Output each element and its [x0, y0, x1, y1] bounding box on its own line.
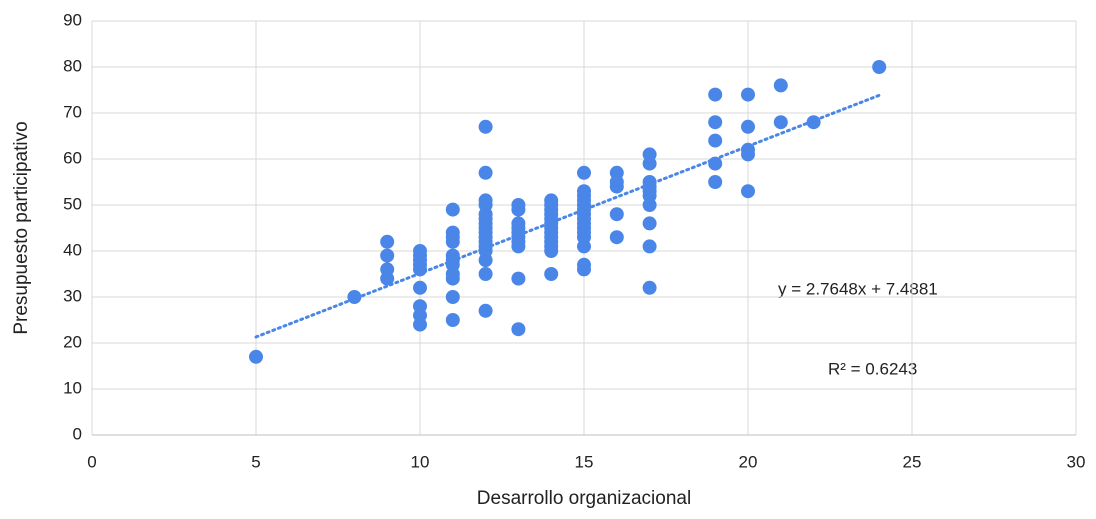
y-tick-label: 60: [63, 148, 82, 167]
x-tick-label: 25: [903, 452, 922, 471]
point: [544, 244, 559, 258]
x-axis-title: Desarrollo organizacional: [477, 488, 691, 509]
x-tick-label: 10: [411, 452, 430, 471]
point: [380, 248, 395, 263]
point: [577, 239, 591, 254]
point: [708, 115, 723, 130]
point: [872, 60, 887, 74]
point: [577, 262, 591, 277]
r-squared-label: R² = 0.6243: [828, 359, 917, 378]
point: [708, 175, 723, 189]
point: [445, 313, 460, 327]
point: [544, 267, 559, 281]
point: [478, 267, 493, 281]
point: [741, 184, 755, 199]
point: [577, 165, 591, 180]
point: [478, 165, 493, 180]
trendline: [254, 93, 881, 339]
y-tick-label: 0: [73, 424, 82, 443]
y-tick-label: 10: [63, 378, 82, 397]
y-axis-title: Presupuesto participativo: [11, 121, 32, 334]
point: [642, 156, 657, 171]
point: [741, 119, 755, 134]
point: [609, 179, 624, 194]
y-tick-label: 40: [63, 240, 82, 259]
point: [249, 349, 263, 364]
x-tick-label: 0: [87, 452, 96, 471]
y-tick-label: 80: [63, 56, 82, 75]
x-tick-label: 15: [575, 452, 594, 471]
y-tick-label: 20: [63, 332, 82, 351]
x-tick-label: 5: [251, 452, 260, 471]
point: [741, 87, 755, 102]
point: [708, 87, 723, 102]
y-tick-label: 30: [63, 286, 82, 305]
point: [642, 198, 657, 212]
point: [380, 234, 395, 249]
point: [741, 147, 755, 162]
point: [478, 119, 493, 134]
point: [478, 303, 493, 318]
point: [445, 234, 460, 249]
point: [511, 239, 526, 254]
equation-label: y = 2.7648x + 7.4881: [778, 279, 938, 298]
point: [773, 115, 788, 130]
point: [511, 322, 526, 337]
point: [773, 78, 788, 93]
x-tick-label: 30: [1067, 452, 1086, 471]
point: [445, 271, 460, 286]
y-tick-label: 50: [63, 194, 82, 213]
point: [642, 280, 657, 295]
point: [511, 271, 526, 286]
point: [609, 207, 624, 222]
x-tick-label: 20: [739, 452, 758, 471]
point: [413, 280, 427, 295]
point: [642, 239, 657, 254]
point: [478, 253, 493, 268]
point: [609, 230, 624, 245]
point: [445, 290, 460, 304]
y-tick-label: 90: [63, 10, 82, 29]
point: [708, 133, 723, 148]
point: [445, 202, 460, 217]
point: [511, 202, 526, 217]
y-tick-label: 70: [63, 102, 82, 121]
point: [413, 317, 427, 332]
point: [380, 271, 395, 286]
point: [642, 216, 657, 231]
